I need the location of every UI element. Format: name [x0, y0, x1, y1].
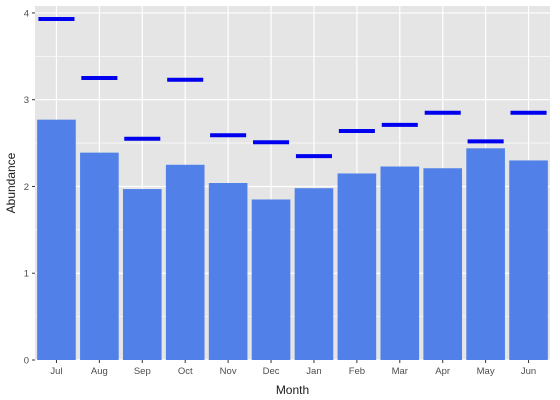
grid-minor — [35, 56, 550, 317]
x-tick-label: Aug — [91, 366, 108, 377]
bar — [122, 189, 162, 360]
x-tick-label: Mar — [392, 366, 408, 377]
segments — [38, 17, 547, 159]
y-tick-label: 4 — [24, 8, 29, 19]
x-tick-label: May — [477, 366, 495, 377]
y-axis-title: Abundance — [4, 152, 18, 213]
plot-panel — [35, 6, 550, 360]
bar — [337, 173, 377, 360]
x-tick-label: Jun — [521, 366, 536, 377]
x-tick-label: Dec — [263, 366, 280, 377]
bar — [466, 148, 505, 360]
bar — [423, 168, 463, 360]
x-tick-label: Jan — [306, 366, 321, 377]
bar — [380, 166, 420, 360]
x-tick-label: Jul — [50, 366, 62, 377]
x-tick-label: Apr — [435, 366, 450, 377]
x-tick-label: Feb — [349, 366, 365, 377]
y-tick-label: 1 — [24, 269, 29, 280]
bar — [208, 183, 248, 360]
y-tick-label: 2 — [24, 182, 29, 193]
bar — [165, 164, 205, 360]
bar — [37, 119, 76, 360]
bar — [80, 152, 119, 360]
y-axis: 0 1 2 3 4 — [24, 8, 35, 367]
x-tick-label: Nov — [220, 366, 237, 377]
x-tick-label: Sep — [134, 366, 151, 377]
x-axis: Jul Aug Sep Oct Nov Dec Jan Feb Mar Apr May Jun — [50, 360, 536, 377]
y-tick-label: 0 — [24, 356, 29, 367]
bar — [251, 199, 291, 360]
x-axis-title: Month — [276, 383, 309, 397]
bars — [37, 119, 548, 360]
y-tick-label: 3 — [24, 95, 29, 106]
x-tick-label: Oct — [178, 366, 193, 377]
bar — [294, 188, 334, 360]
bar — [509, 160, 548, 360]
